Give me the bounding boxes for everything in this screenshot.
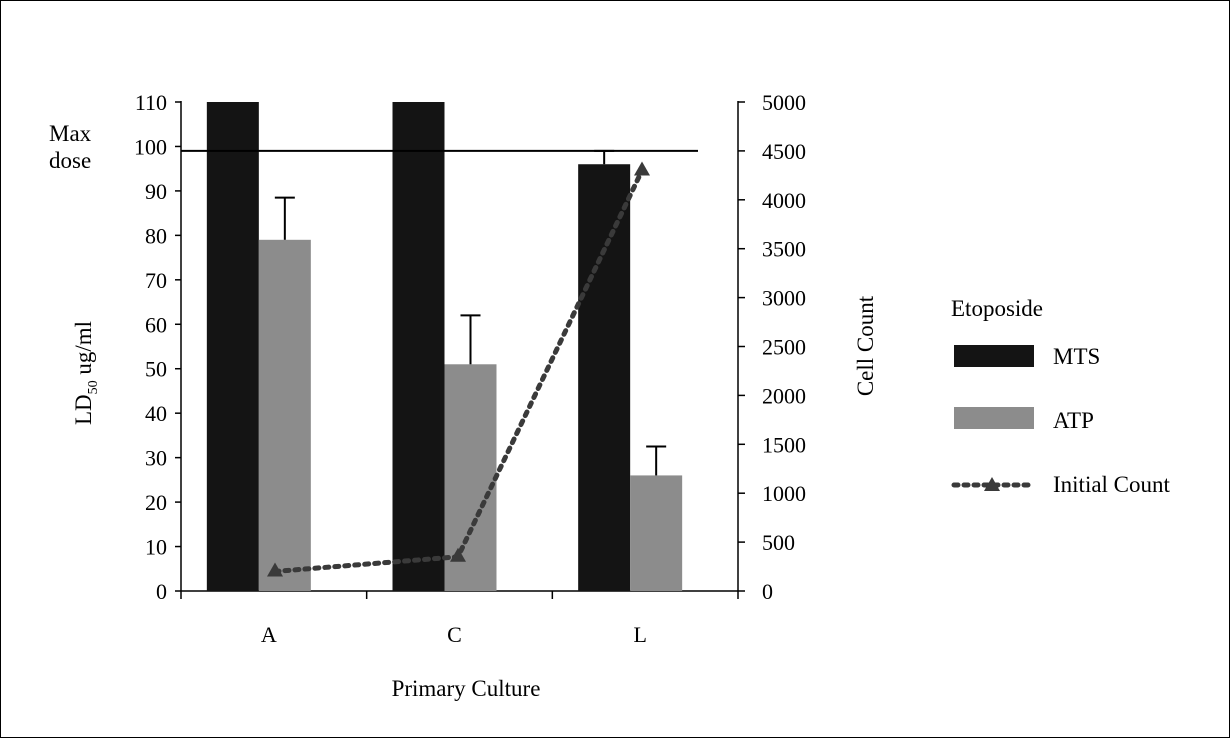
x-tick-label: L (633, 622, 646, 647)
bar-atp-c (444, 364, 497, 591)
y2-tick-label: 3000 (762, 286, 806, 311)
y-tick-label: 50 (145, 357, 167, 382)
marker-initial-count (634, 161, 650, 176)
y2-tick-label: 5000 (762, 90, 806, 115)
bar-mts-l (578, 164, 631, 591)
y-tick-label: 100 (134, 134, 167, 159)
max-dose-label-line2: dose (49, 148, 91, 173)
y2-tick-label: 2500 (762, 335, 806, 360)
x-axis-title: Primary Culture (392, 676, 541, 701)
legend-label-atp: ATP (1053, 408, 1094, 433)
y-tick-label: 20 (145, 490, 167, 515)
y2-tick-label: 500 (762, 530, 795, 555)
legend-label-initial-count: Initial Count (1053, 472, 1171, 497)
y-tick-label: 70 (145, 268, 167, 293)
y-tick-label: 0 (156, 579, 167, 604)
x-tick-label: C (447, 622, 462, 647)
y2-axis-title: Cell Count (853, 295, 878, 396)
y-tick-label: 80 (145, 223, 167, 248)
y-axis-title: LD50 ug/ml (71, 321, 101, 425)
bar-mts-c (392, 102, 445, 591)
legend: Etoposide MTS ATP Initial Count (951, 296, 1171, 497)
y2-tick-label: 3500 (762, 237, 806, 262)
legend-marker-initial-count (984, 477, 1000, 491)
bar-atp-a (258, 239, 311, 592)
y-tick-label: 30 (145, 446, 167, 471)
x-tick-label: A (261, 622, 277, 647)
y-tick-label: 60 (145, 312, 167, 337)
legend-label-mts: MTS (1053, 344, 1100, 369)
max-dose-label-line1: Max (49, 121, 92, 146)
y-tick-label: 40 (145, 401, 167, 426)
y2-tick-label: 4500 (762, 139, 806, 164)
y2-tick-label: 0 (762, 579, 773, 604)
y2-tick-label: 1500 (762, 432, 806, 457)
y2-tick-label: 1000 (762, 481, 806, 506)
bar-atp-l (630, 475, 683, 591)
y-tick-label: 90 (145, 179, 167, 204)
bar-mts-a (206, 102, 259, 591)
y-tick-label: 10 (145, 535, 167, 560)
marker-initial-count (267, 562, 283, 577)
y-tick-label: 110 (135, 90, 167, 115)
legend-swatch-atp (954, 407, 1034, 429)
y2-tick-label: 4000 (762, 188, 806, 213)
legend-swatch-mts (954, 345, 1034, 367)
marker-initial-count (450, 547, 466, 562)
y2-tick-label: 2000 (762, 383, 806, 408)
legend-title: Etoposide (951, 296, 1043, 321)
